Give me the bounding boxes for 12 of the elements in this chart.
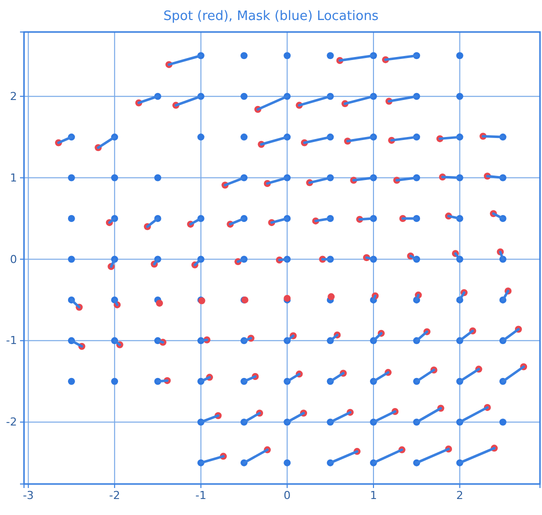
y-tick-label: -1 (6, 334, 17, 348)
x-tick-label: 1 (370, 488, 377, 502)
x-tick-label: -3 (22, 488, 34, 502)
y-tick-label: 2 (10, 90, 17, 103)
y-tick-label: 1 (10, 171, 17, 184)
x-tick-label: -1 (195, 488, 206, 502)
x-tick-label: -2 (109, 488, 120, 502)
y-tick-label: -2 (6, 416, 17, 429)
x-tick-label: 0 (284, 488, 291, 502)
y-tick-label: 0 (10, 252, 17, 266)
x-tick-label: 2 (456, 488, 464, 502)
chart-title: Spot (red), Mask (blue) Locations (163, 9, 379, 24)
